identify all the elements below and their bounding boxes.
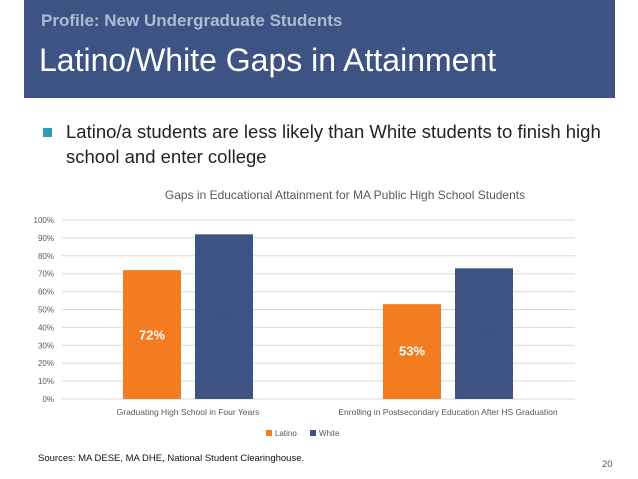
- bar-white: [455, 268, 513, 399]
- legend-swatch-white: [310, 430, 316, 436]
- y-tick-label: 0%: [42, 395, 54, 404]
- bar-latino: [123, 270, 181, 399]
- y-tick-label: 50%: [38, 306, 54, 315]
- bar-latino: [383, 304, 441, 399]
- attainment-bar-chart: Gaps in Educational Attainment for MA Pu…: [34, 188, 575, 438]
- y-tick-label: 70%: [38, 270, 54, 279]
- y-tick-label: 60%: [38, 288, 54, 297]
- legend-label: White: [319, 429, 340, 438]
- y-tick-label: 100%: [34, 216, 54, 225]
- y-tick-label: 10%: [38, 377, 54, 386]
- bullet-square-icon: [43, 128, 52, 137]
- y-tick-label: 30%: [38, 341, 54, 350]
- y-tick-label: 80%: [38, 252, 54, 261]
- chart-title: Gaps in Educational Attainment for MA Pu…: [165, 188, 525, 202]
- y-tick-label: 40%: [38, 323, 54, 332]
- bar-white: [195, 234, 253, 399]
- bullet-text: Latino/a students are less likely than W…: [66, 121, 601, 167]
- y-tick-label: 20%: [38, 359, 54, 368]
- page-number: 20: [602, 459, 613, 470]
- slide-title: Latino/White Gaps in Attainment: [39, 42, 497, 78]
- bar-value-label: 92%: [211, 311, 237, 326]
- bar-value-label: 72%: [139, 328, 165, 343]
- bar-value-label: 53%: [399, 343, 425, 358]
- legend-swatch-latino: [266, 430, 272, 436]
- slide-header: Profile: New Undergraduate Students Lati…: [24, 0, 615, 98]
- x-category-label: Enrolling in Postsecondary Education Aft…: [338, 407, 558, 417]
- legend-label: Latino: [275, 429, 297, 438]
- bar-value-label: 73%: [471, 327, 497, 342]
- sources-note: Sources: MA DESE, MA DHE, National Stude…: [38, 453, 305, 464]
- y-tick-label: 90%: [38, 234, 54, 243]
- x-category-label: Graduating High School in Four Years: [117, 407, 260, 417]
- slide-subtitle: Profile: New Undergraduate Students: [41, 11, 343, 30]
